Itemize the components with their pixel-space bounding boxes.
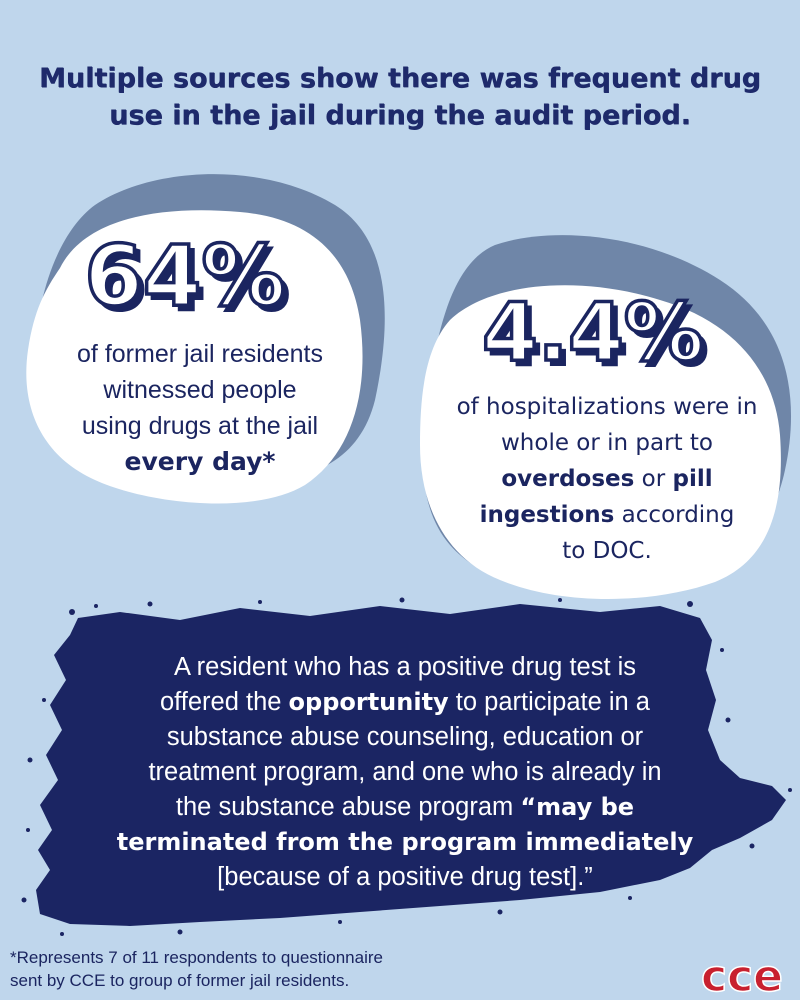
stat1-description: of former jail residents witnessed peopl… [40, 336, 360, 480]
quote-line1: A resident who has a positive drug test … [173, 653, 637, 681]
stat1-emphasis: every day* [124, 447, 276, 476]
stat1-value: 64% [84, 227, 285, 325]
stat2-line1: of hospitalizations were in [456, 394, 758, 420]
stat1-line3: using drugs at the jail [81, 412, 319, 440]
quote-line2-start: offered the [159, 688, 289, 716]
stat2-line5: to DOC. [562, 538, 652, 564]
brush-stroke-panel [21, 597, 792, 936]
stat2-emphasis-overdoses: overdoses [501, 466, 635, 492]
footnote-line2: sent by CCE to group of former jail resi… [10, 971, 350, 990]
stat2-value-shadow: 4.4% [487, 291, 709, 384]
quote-line3: substance abuse counseling, education or [166, 723, 644, 751]
stat2-value: 4.4% [482, 286, 704, 379]
cce-logo: cce [700, 955, 784, 997]
stat2-joiner: or [634, 466, 673, 492]
quote-opportunity: opportunity [288, 688, 449, 716]
stat2-emphasis-pill: pill [672, 466, 713, 492]
headline: Multiple sources show there was frequent… [39, 63, 761, 131]
quote-terminated: terminated from the program immediately [116, 828, 694, 856]
quote-line2-rest: to participate in a [448, 688, 650, 716]
stat1-line1: of former jail residents [77, 340, 323, 368]
footnote-line1: *Represents 7 of 11 respondents to quest… [10, 948, 383, 967]
stat2-description: of hospitalizations were in whole or in … [432, 389, 782, 569]
blob-white-left [26, 210, 363, 504]
quote-line4: treatment program, and one who is alread… [148, 758, 662, 786]
stat2-line4-rest: according [614, 502, 735, 528]
cce-logo-text: cce [701, 955, 783, 997]
stat1-line2: witnessed people [103, 376, 297, 404]
quote-line7: [because of a positive drug test].” [217, 863, 593, 891]
stat1-value-shadow: 64% [89, 232, 290, 330]
stat2-line2: whole or in part to [501, 430, 713, 456]
quote-may-be: “may be [520, 793, 635, 821]
blob-white-right [420, 285, 781, 600]
quote-text: A resident who has a positive drug test … [100, 650, 710, 895]
stat2-emphasis-ingestions: ingestions [479, 502, 615, 528]
footnote: *Represents 7 of 11 respondents to quest… [10, 946, 460, 992]
quote-line5-start: the substance abuse program [175, 793, 521, 821]
